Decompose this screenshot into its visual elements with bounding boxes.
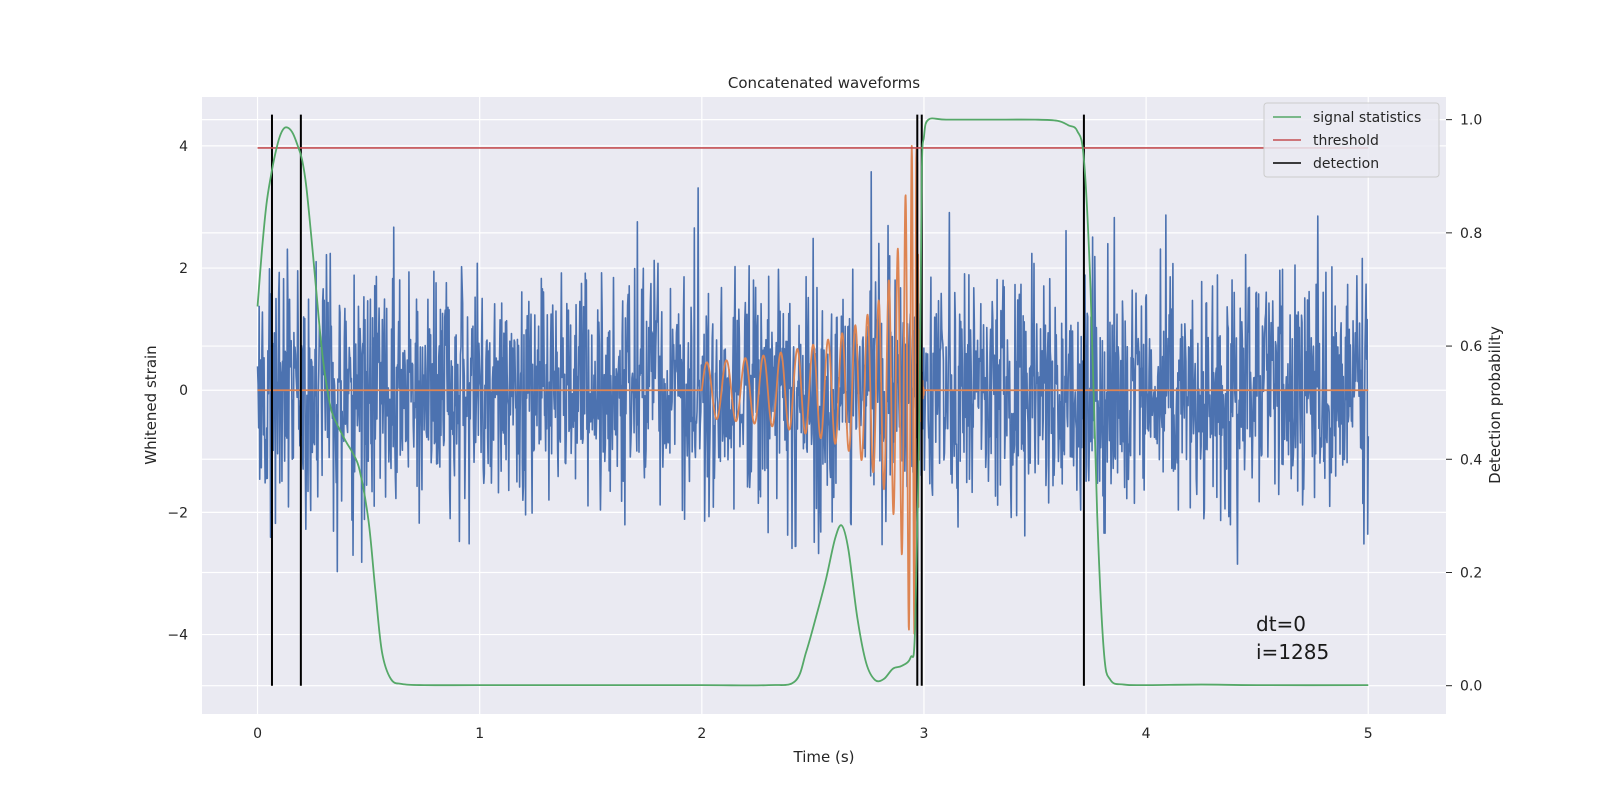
y2-tick-label: 0.4 xyxy=(1460,452,1482,468)
legend-label-signal-statistics: signal statistics xyxy=(1313,110,1421,126)
series-signal-statistics xyxy=(256,117,1369,687)
legend-label-detection: detection xyxy=(1313,156,1379,172)
x-tick-label: 2 xyxy=(697,726,706,742)
y-tick-label: 0 xyxy=(179,383,188,399)
x-tick-label: 4 xyxy=(1142,726,1151,742)
y-tick-label: −4 xyxy=(167,628,188,644)
annotation-index: i=1285 xyxy=(1256,640,1329,664)
y-axis-ticks: −4 −2 0 2 4 xyxy=(167,139,188,644)
annotation-dt: dt=0 xyxy=(1256,612,1306,636)
y2-tick-label: 0.6 xyxy=(1460,339,1482,355)
y2-axis-ticks: 0.0 0.2 0.4 0.6 0.8 1.0 xyxy=(1446,113,1482,695)
series-layer xyxy=(256,114,1370,687)
y-tick-label: 4 xyxy=(179,139,188,155)
y-tick-label: 2 xyxy=(179,261,188,277)
x-axis-ticks: 0 1 2 3 4 5 xyxy=(253,726,1373,742)
y2-tick-label: 0.2 xyxy=(1460,565,1482,581)
y2-tick-label: 0.8 xyxy=(1460,226,1482,242)
series-whitened-noise xyxy=(256,171,1370,573)
legend-box xyxy=(1263,102,1440,178)
chart-title: Concatenated waveforms xyxy=(728,74,920,92)
x-tick-label: 3 xyxy=(920,726,929,742)
x-tick-label: 0 xyxy=(253,726,262,742)
x-axis-title: Time (s) xyxy=(793,748,855,766)
y-axis-title: Whitened strain xyxy=(142,345,160,464)
y-tick-label: −2 xyxy=(167,505,188,521)
legend: signal statistics threshold detection xyxy=(1263,102,1440,178)
legend-label-threshold: threshold xyxy=(1313,133,1379,149)
y2-tick-label: 1.0 xyxy=(1460,113,1482,129)
y2-axis-title: Detection probability xyxy=(1486,326,1504,484)
x-tick-label: 5 xyxy=(1364,726,1373,742)
y2-tick-label: 0.0 xyxy=(1460,679,1482,695)
series-injected-chirp xyxy=(256,145,1369,635)
x-tick-label: 1 xyxy=(475,726,484,742)
